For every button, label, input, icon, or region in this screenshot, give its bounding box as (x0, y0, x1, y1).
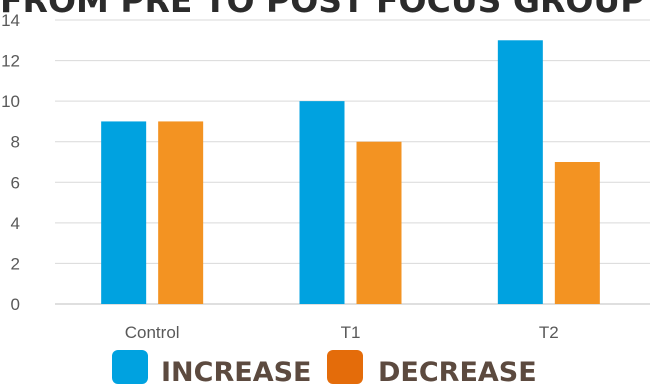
bar-increase-t1 (299, 101, 345, 305)
x-axis-ticks: Control T1 T2 (125, 323, 559, 342)
y-tick-label: 0 (11, 295, 20, 314)
legend-swatch-decrease (327, 350, 363, 384)
x-tick-label: T1 (341, 323, 361, 342)
x-tick-label: Control (125, 323, 180, 342)
chart-title: FROM PRE TO POST FOCUS GROUP (0, 0, 644, 20)
legend: INCREASE DECREASE (112, 350, 537, 385)
y-tick-label: 4 (11, 214, 20, 233)
bar-decrease-t1 (356, 141, 402, 304)
bars (101, 40, 600, 305)
legend-swatch-increase (112, 350, 148, 384)
y-tick-label: 14 (1, 11, 20, 30)
bar-decrease-t2 (554, 162, 600, 304)
bar-increase-t2 (497, 40, 543, 305)
y-tick-label: 10 (1, 92, 20, 111)
y-tick-label: 8 (11, 133, 20, 152)
bar-decrease-control (158, 121, 204, 304)
y-tick-label: 6 (11, 173, 20, 192)
y-tick-label: 12 (1, 52, 20, 71)
x-tick-label: T2 (539, 323, 559, 342)
bar-increase-control (101, 121, 147, 304)
legend-label-increase: INCREASE (161, 357, 311, 385)
y-axis-ticks: 0 2 4 6 8 10 12 14 (1, 11, 20, 314)
gridlines (55, 19, 650, 305)
y-tick-label: 2 (11, 254, 20, 273)
legend-label-decrease: DECREASE (378, 357, 537, 385)
